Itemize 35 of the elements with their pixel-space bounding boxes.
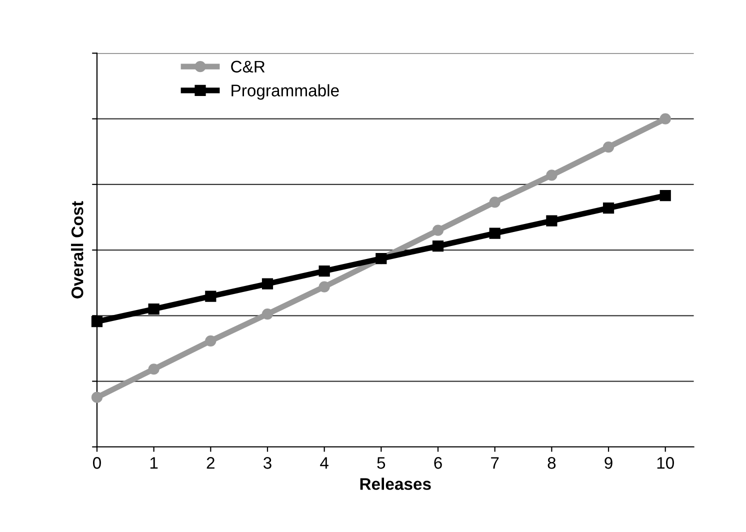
x-tick-label: 9 xyxy=(604,457,612,469)
point xyxy=(262,308,274,320)
x-tick-label: 3 xyxy=(263,457,272,469)
point xyxy=(318,281,330,292)
point xyxy=(205,335,216,346)
point xyxy=(91,316,103,328)
point xyxy=(148,304,160,315)
point xyxy=(205,290,216,302)
x-tick-label: 0 xyxy=(92,457,101,469)
point xyxy=(262,278,274,290)
point xyxy=(602,202,614,214)
point xyxy=(432,224,444,236)
point xyxy=(148,364,160,375)
point xyxy=(489,228,500,239)
point xyxy=(660,113,671,124)
x-tick-label: 5 xyxy=(377,457,386,469)
point xyxy=(546,170,558,181)
legend-label: Programmable xyxy=(232,84,339,100)
y-axis-title: Overall Cost xyxy=(71,201,84,298)
x-axis-title: Releases xyxy=(360,478,431,490)
point xyxy=(660,190,671,202)
point xyxy=(91,392,103,403)
point xyxy=(318,265,330,277)
x-tick-label: 6 xyxy=(434,457,442,469)
x-tick-label: 7 xyxy=(491,457,499,469)
x-tick-label: 2 xyxy=(206,457,214,469)
point xyxy=(602,141,614,153)
point xyxy=(489,196,500,208)
point xyxy=(546,215,558,226)
x-tick-label: 8 xyxy=(548,457,556,469)
x-tick-label: 10 xyxy=(657,457,674,469)
x-tick-label: 1 xyxy=(150,457,158,469)
x-tick-label: 4 xyxy=(320,457,328,469)
legend-label: C&R xyxy=(231,60,265,73)
point xyxy=(432,240,444,252)
